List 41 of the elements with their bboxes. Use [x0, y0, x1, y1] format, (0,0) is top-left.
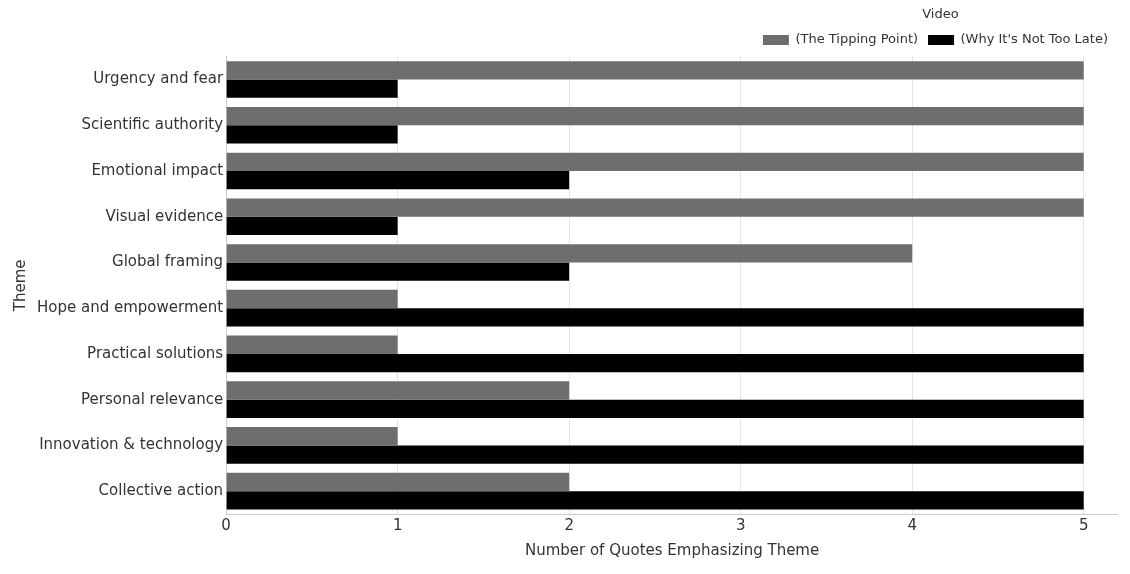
bar	[226, 262, 570, 281]
y-tick-label: Innovation & technology	[39, 435, 224, 454]
y-tick-label: Emotional impact	[91, 160, 224, 179]
x-tick-label: 4	[907, 515, 917, 534]
bar	[226, 427, 398, 446]
x-tick-label: 5	[1078, 515, 1089, 534]
bar	[226, 472, 570, 492]
y-tick-label: Urgency and fear	[93, 69, 224, 88]
x-axis-title: Number of Quotes Emphasizing Theme	[524, 540, 820, 559]
bar	[226, 353, 1084, 373]
bar	[226, 125, 398, 144]
bar	[226, 216, 398, 235]
y-tick-label: Scientific authority	[81, 115, 224, 134]
x-tick-label: 0	[221, 515, 231, 534]
x-tick-label: 1	[392, 515, 403, 534]
legend-title: Video	[922, 5, 959, 21]
bar	[226, 308, 1084, 327]
y-tick-label: Hope and empowerment	[36, 298, 224, 317]
bar	[226, 61, 1084, 80]
bar	[226, 289, 398, 309]
bar	[226, 244, 913, 263]
bar	[226, 79, 398, 98]
legend-label: (The Tipping Point)	[795, 31, 919, 47]
y-tick-label: Visual evidence	[105, 206, 224, 225]
legend-label: (Why It's Not Too Late)	[960, 31, 1109, 47]
y-tick-label: Global framing	[112, 252, 224, 271]
x-tick-label: 3	[735, 515, 746, 534]
bar	[226, 335, 398, 354]
y-tick-label: Collective action	[98, 481, 224, 500]
bar	[226, 445, 1084, 464]
y-tick-label: Personal relevance	[81, 389, 224, 408]
y-tick-label: Practical solutions	[87, 343, 224, 362]
bar	[226, 152, 1084, 171]
y-axis-title: Theme	[10, 259, 29, 313]
bar	[226, 198, 1084, 217]
bar	[226, 106, 1084, 126]
bar	[226, 399, 1084, 418]
bar	[226, 491, 1084, 510]
bar	[226, 381, 570, 400]
x-tick-label: 2	[564, 515, 574, 534]
bar	[226, 170, 570, 190]
